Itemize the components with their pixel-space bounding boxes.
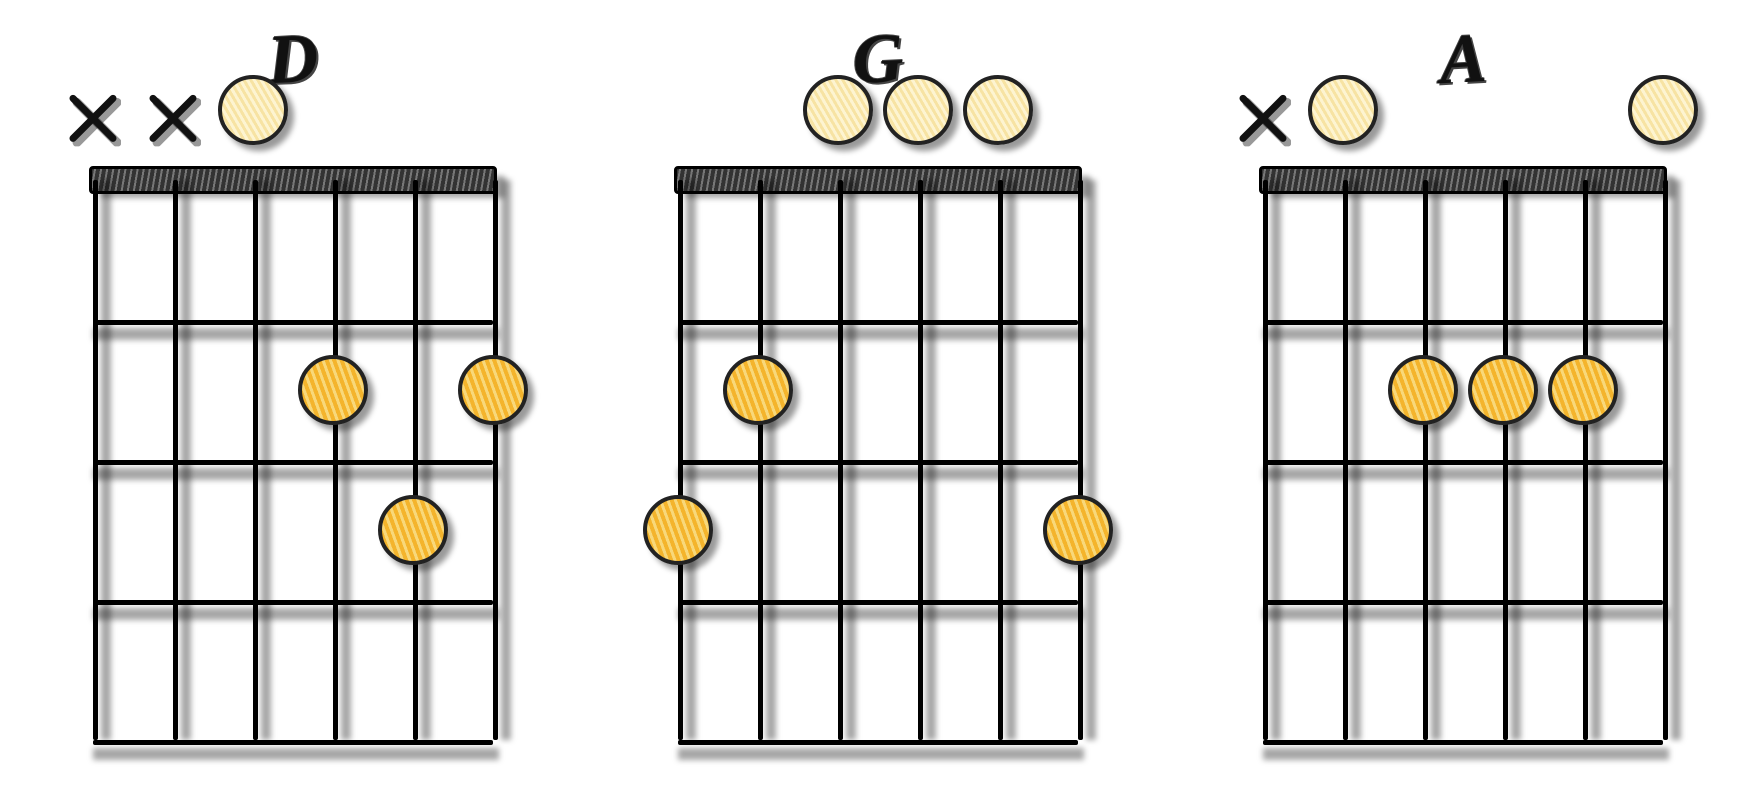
- mute-icon: [145, 90, 201, 146]
- finger-marker: [643, 495, 713, 565]
- fret: [93, 460, 493, 465]
- fretboard: [1263, 180, 1663, 740]
- finger-marker: [1388, 355, 1458, 425]
- open-string-marker: [963, 75, 1033, 145]
- finger-marker: [378, 495, 448, 565]
- nut: [89, 166, 497, 194]
- nut: [674, 166, 1082, 194]
- fret: [93, 740, 493, 745]
- chord-label: A: [1438, 19, 1489, 101]
- fret: [1263, 460, 1663, 465]
- string: [1663, 180, 1668, 740]
- fret: [678, 320, 1078, 325]
- fret: [678, 460, 1078, 465]
- fret: [93, 320, 493, 325]
- chord-diagram-g: G: [618, 20, 1138, 780]
- fret: [678, 600, 1078, 605]
- nut: [1259, 166, 1667, 194]
- fret: [1263, 740, 1663, 745]
- string: [1078, 180, 1083, 740]
- fret: [1263, 320, 1663, 325]
- fret: [93, 600, 493, 605]
- finger-marker: [298, 355, 368, 425]
- mute-icon: [1235, 90, 1291, 146]
- chord-diagram-d: D: [33, 20, 553, 780]
- finger-marker: [723, 355, 793, 425]
- fret: [678, 740, 1078, 745]
- open-string-marker: [1308, 75, 1378, 145]
- finger-marker: [1043, 495, 1113, 565]
- mute-icon: [65, 90, 121, 146]
- finger-marker: [458, 355, 528, 425]
- finger-marker: [1548, 355, 1618, 425]
- fretboard: [93, 180, 493, 740]
- fretboard: [678, 180, 1078, 740]
- chord-diagram-a: A: [1203, 20, 1723, 780]
- open-string-marker: [883, 75, 953, 145]
- open-string-marker: [803, 75, 873, 145]
- string: [493, 180, 498, 740]
- open-string-marker: [1628, 75, 1698, 145]
- open-string-marker: [218, 75, 288, 145]
- fret: [1263, 600, 1663, 605]
- finger-marker: [1468, 355, 1538, 425]
